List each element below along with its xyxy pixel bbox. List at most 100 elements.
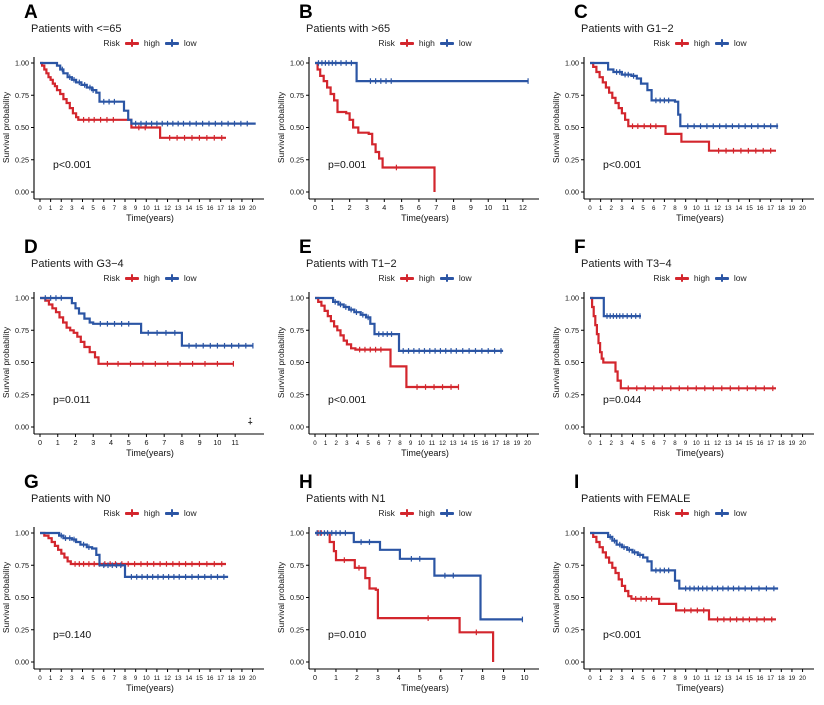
y-axis-label: Survival probability bbox=[551, 326, 561, 398]
legend-risk-label: Risk bbox=[653, 38, 670, 48]
y-tick-label: 0.00 bbox=[565, 423, 579, 432]
x-tick-label: 2 bbox=[348, 203, 352, 212]
y-tick-label: 1.00 bbox=[15, 294, 29, 303]
y-tick-label: 1.00 bbox=[15, 59, 29, 68]
km-panel-I: I Patients with FEMALE Risk high low 0.00 0.25… bbox=[550, 470, 824, 705]
x-tick-label: 19 bbox=[513, 440, 520, 447]
y-tick-label: 0.25 bbox=[15, 625, 29, 634]
km-curve-high bbox=[315, 531, 495, 662]
x-tick-label: 16 bbox=[757, 675, 764, 682]
y-tick-label: 0.25 bbox=[565, 390, 579, 399]
pvalue-label: p<0.001 bbox=[603, 159, 641, 171]
x-tick-label: 3 bbox=[70, 205, 74, 212]
x-tick-label: 13 bbox=[175, 205, 182, 212]
km-plot-H: 0.00 0.25 0.50 0.75 1.00 0 1 2 3 4 5 6 7 8 9 10 Time(yea… bbox=[276, 527, 539, 693]
x-tick-label: 2 bbox=[73, 438, 77, 447]
y-tick-label: 0.75 bbox=[565, 326, 579, 335]
x-tick-label: 3 bbox=[91, 438, 95, 447]
km-curve-high bbox=[590, 296, 776, 390]
y-tick-label: 0.75 bbox=[15, 91, 29, 100]
y-tick-label: 1.00 bbox=[565, 294, 579, 303]
km-curve-low bbox=[40, 531, 229, 578]
x-tick-label: 1 bbox=[599, 675, 603, 682]
x-tick-label: 16 bbox=[482, 440, 489, 447]
x-tick-label: 8 bbox=[673, 440, 677, 447]
x-tick-label: 6 bbox=[377, 440, 381, 447]
km-plot-A: 0.000.250.500.751.000 1 2 3 4 5 6 7 8 9 10 11 12 13 14… bbox=[1, 57, 264, 223]
y-tick-label: 0.75 bbox=[15, 326, 29, 335]
y-tick-label: 0.25 bbox=[290, 155, 304, 164]
panel-title: Patients with >65 bbox=[306, 23, 391, 35]
x-tick-label: 16 bbox=[207, 205, 214, 212]
pvalue-label: p<0.001 bbox=[328, 394, 366, 406]
legend-low-label: low bbox=[183, 273, 197, 283]
y-axis-label: Survival probability bbox=[276, 326, 286, 398]
x-tick-label: 3 bbox=[620, 205, 624, 212]
pvalue-label: p<0.001 bbox=[603, 629, 641, 641]
km-curve-low bbox=[40, 296, 253, 347]
panel-title: Patients with G3−4 bbox=[31, 258, 124, 270]
panel-letter: H bbox=[299, 472, 313, 493]
risk-legend: Risk high low bbox=[590, 273, 810, 283]
x-tick-label: 0 bbox=[313, 203, 317, 212]
x-tick-label: 12 bbox=[164, 205, 171, 212]
y-tick-label: 1.00 bbox=[290, 529, 304, 538]
x-tick-label: 2 bbox=[610, 205, 614, 212]
legend-low-key-icon bbox=[439, 39, 454, 48]
panel-title: Patients with N0 bbox=[31, 493, 111, 505]
legend-low-key-icon bbox=[439, 509, 454, 518]
panel-title: Patients with G1−2 bbox=[581, 23, 674, 35]
x-tick-label: 0 bbox=[588, 440, 592, 447]
x-tick-label: 5 bbox=[127, 438, 131, 447]
x-tick-label: 9 bbox=[684, 205, 688, 212]
x-tick-label: 11 bbox=[704, 440, 711, 447]
risk-legend: Risk high low bbox=[590, 508, 810, 518]
y-axis-label: Survival probability bbox=[1, 326, 11, 398]
y-tick-label: 0.25 bbox=[565, 625, 579, 634]
x-tick-label: 6 bbox=[102, 205, 106, 212]
x-tick-label: 1 bbox=[334, 673, 338, 682]
x-tick-label: 8 bbox=[673, 675, 677, 682]
km-panel-A: A Patients with <=65 Risk high low 0.00 0.25 0.… bbox=[0, 0, 275, 235]
y-tick-label: 0.00 bbox=[565, 658, 579, 667]
legend-low-key-icon bbox=[439, 274, 454, 283]
km-curve-low bbox=[315, 531, 523, 621]
x-tick-label: 13 bbox=[725, 205, 732, 212]
panel-title: Patients with <=65 bbox=[31, 23, 122, 35]
x-tick-label: 12 bbox=[714, 440, 721, 447]
x-tick-label: 20 bbox=[249, 675, 256, 682]
km-curve-high bbox=[40, 531, 226, 566]
y-tick-label: 0.75 bbox=[565, 561, 579, 570]
x-tick-label: 18 bbox=[228, 205, 235, 212]
x-tick-label: 6 bbox=[439, 673, 443, 682]
x-tick-label: 13 bbox=[175, 675, 182, 682]
panel-letter: I bbox=[574, 472, 580, 493]
km-panel-H: H Patients with N1 Risk high low 0.00 0.25 0.50… bbox=[275, 470, 550, 705]
y-axis-label: Survival probability bbox=[1, 91, 11, 163]
x-tick-label: 10 bbox=[693, 205, 700, 212]
legend-low-label: low bbox=[733, 38, 747, 48]
x-tick-label: 20 bbox=[799, 205, 806, 212]
km-curve-high bbox=[40, 61, 226, 139]
x-tick-label: 1 bbox=[49, 675, 53, 682]
km-panel-C: C Patients with G1−2 Risk high low 0.00 0.25 0.… bbox=[550, 0, 824, 235]
km-curve-high bbox=[590, 61, 776, 152]
x-tick-label: 15 bbox=[746, 440, 753, 447]
x-tick-label: 19 bbox=[788, 205, 795, 212]
y-tick-label: 0.50 bbox=[565, 593, 579, 602]
km-plot-E: 0.000.250.500.751.000 1 2 3 4 5 6 7 8 9 10 11 12 13 14… bbox=[276, 292, 539, 458]
x-tick-label: 5 bbox=[366, 440, 370, 447]
y-tick-label: 0.50 bbox=[290, 358, 304, 367]
x-tick-label: 8 bbox=[481, 673, 485, 682]
x-tick-label: 8 bbox=[123, 675, 127, 682]
x-tick-label: 2 bbox=[335, 440, 339, 447]
x-tick-label: 10 bbox=[213, 438, 221, 447]
y-tick-label: 0.00 bbox=[15, 423, 29, 432]
y-tick-label: 0.00 bbox=[290, 658, 304, 667]
legend-risk-label: Risk bbox=[103, 38, 120, 48]
legend-high-key-icon bbox=[674, 509, 689, 518]
x-tick-label: 8 bbox=[673, 205, 677, 212]
x-axis-label: Time(years) bbox=[401, 683, 449, 693]
x-tick-label: 10 bbox=[521, 673, 529, 682]
